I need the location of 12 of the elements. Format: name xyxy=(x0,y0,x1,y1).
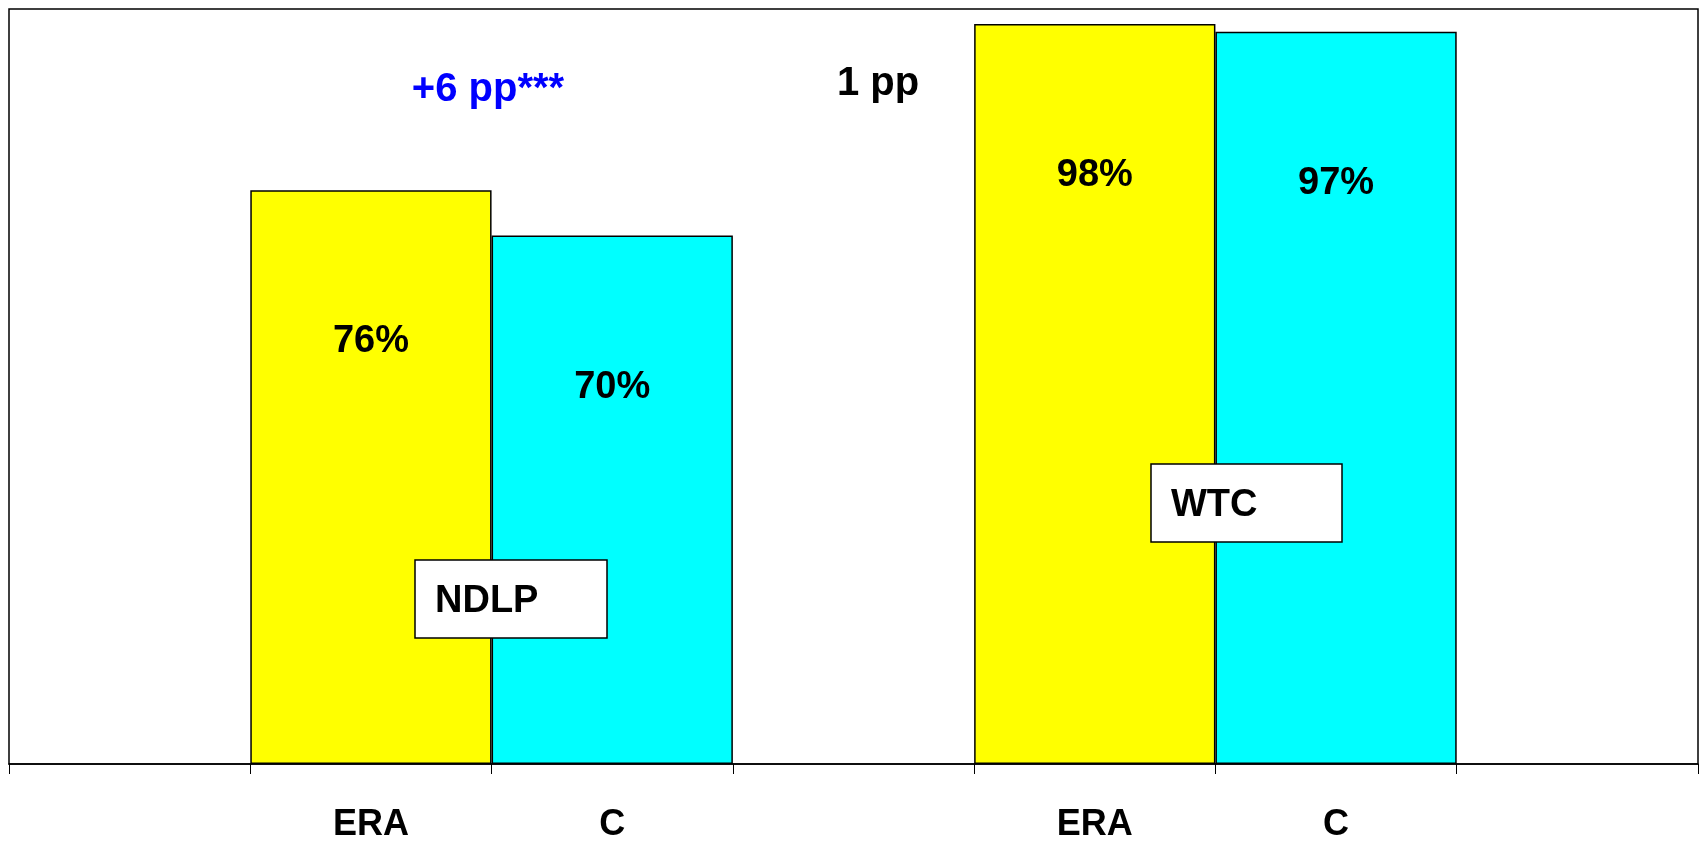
x-tick-label: C xyxy=(1323,801,1350,843)
x-tick-label: ERA xyxy=(332,801,409,843)
annotation: NDLP xyxy=(435,578,539,620)
annotation: WTC xyxy=(1171,482,1258,524)
x-tick-label: C xyxy=(599,801,626,843)
x-tick-label: ERA xyxy=(1056,801,1133,843)
data-label: 70% xyxy=(574,363,651,406)
annotation: +6 pp*** xyxy=(411,65,565,109)
data-label: 76% xyxy=(332,318,409,361)
data-label: 98% xyxy=(1056,152,1133,195)
annotation: 1 pp xyxy=(836,59,920,103)
data-label: 97% xyxy=(1298,159,1375,202)
